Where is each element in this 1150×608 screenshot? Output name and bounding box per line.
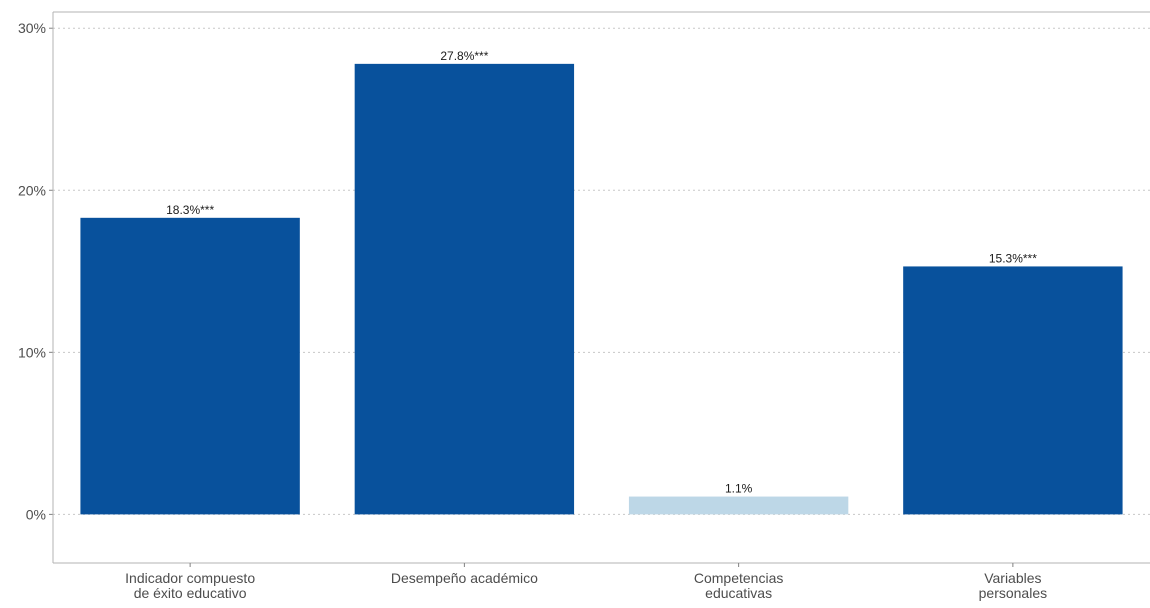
bar-data-label: 27.8%***: [440, 49, 488, 63]
bar-data-label: 1.1%: [725, 482, 753, 496]
x-category-label-line: educativas: [705, 585, 772, 601]
bar-data-label: 18.3%***: [166, 203, 214, 217]
label-layer: 18.3%*** 27.8%*** 1.1% 15.3%***: [166, 49, 1037, 496]
x-category-label: Desempeño académico: [391, 570, 538, 586]
bar-data-label: 15.3%***: [989, 251, 1037, 265]
x-category-label: Indicador compuesto de éxito educativo: [125, 570, 255, 601]
x-category-label: Competencias educativas: [694, 570, 784, 601]
bar: [628, 496, 849, 515]
x-category-label-line: Competencias: [694, 570, 784, 586]
y-tick-label: 30%: [18, 20, 46, 36]
bar: [903, 266, 1123, 515]
x-category-label-line: Variables: [984, 570, 1041, 586]
bar: [354, 63, 575, 515]
y-tick-label: 20%: [18, 182, 46, 198]
bar-layer: [80, 63, 1123, 515]
axis-layer: 0% 10% 20% 30% Indicador compuesto de éxito e…: [18, 11, 1150, 601]
x-category-label-line: Indicador compuesto: [125, 570, 255, 586]
x-category-label-line: personales: [979, 585, 1048, 601]
x-category-label-line: de éxito educativo: [134, 585, 247, 601]
y-tick-label: 10%: [18, 344, 46, 360]
x-category-label-line: Desempeño académico: [391, 570, 538, 586]
bar: [80, 217, 300, 515]
y-tick-label: 0%: [26, 506, 46, 522]
x-category-label: Variables personales: [979, 570, 1048, 601]
